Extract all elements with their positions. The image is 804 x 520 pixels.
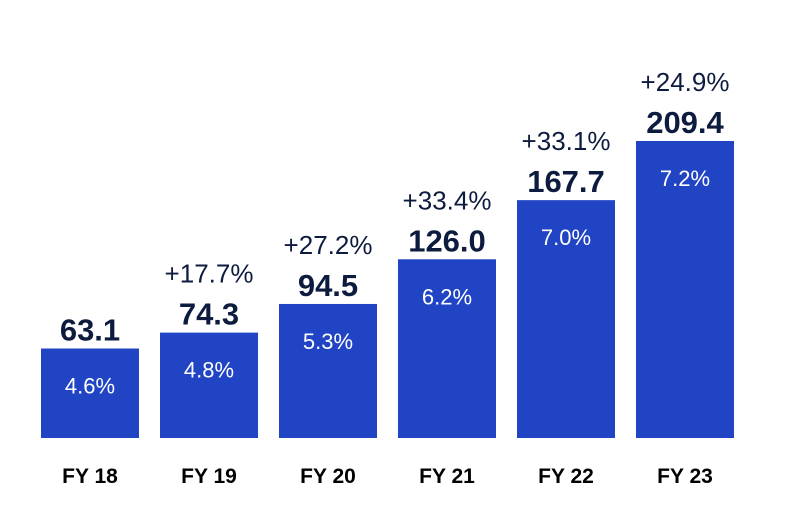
bar [517,200,615,438]
data-label: 94.5 [298,268,358,303]
bar [41,348,139,438]
bar-inner-label: 4.8% [184,358,234,383]
category-label: FY 21 [419,465,475,488]
data-label: 126.0 [408,223,486,258]
bar-inner-label: 7.2% [660,166,710,191]
bar [160,332,258,438]
growth-label: +27.2% [284,230,373,260]
category-label: FY 22 [538,465,594,488]
bar-inner-label: 6.2% [422,284,472,309]
bar-inner-label: 7.0% [541,225,591,250]
growth-label: +24.9% [641,67,730,97]
growth-label: +17.7% [165,259,254,289]
bar [398,259,496,438]
category-label: FY 18 [62,465,118,488]
growth-label: +33.4% [403,185,492,215]
data-label: 63.1 [60,313,120,348]
bar [279,303,377,438]
bar-inner-label: 5.3% [303,329,353,354]
category-label: FY 20 [300,465,356,488]
data-label: 74.3 [179,297,239,332]
data-label: 209.4 [646,105,724,140]
category-label: FY 19 [181,465,237,488]
growth-label: +33.1% [522,126,611,156]
bar [636,141,734,438]
bar-inner-label: 4.6% [65,374,115,399]
data-label: 167.7 [527,164,605,199]
category-label: FY 23 [657,465,713,488]
